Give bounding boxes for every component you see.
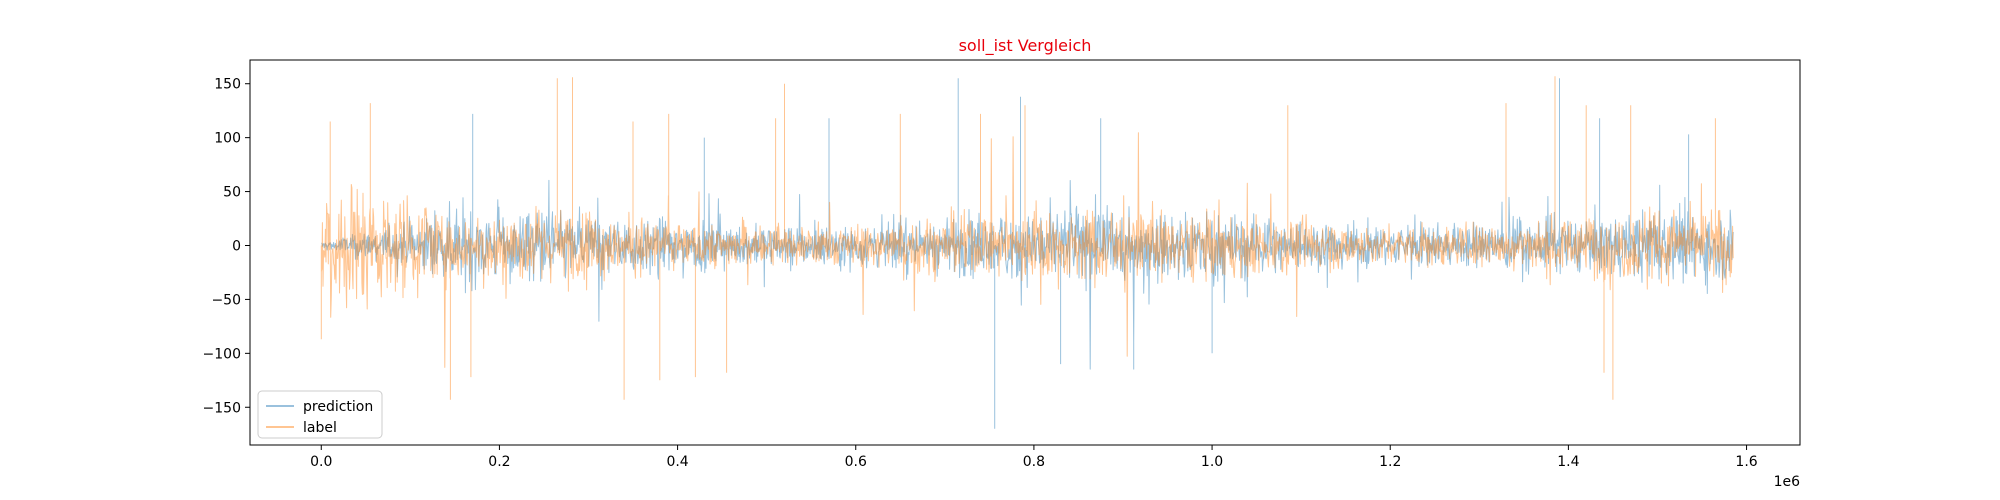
- x-tick-label: 0.4: [666, 454, 688, 470]
- x-axis: 0.0 0.2 0.4 0.6 0.8 1.0 1.2 1.4 1.6: [310, 445, 1758, 470]
- plot-frame: [249, 59, 1801, 446]
- y-axis: −150 −100 −50 0 50 100 150: [203, 77, 250, 416]
- x-tick-label: 0.2: [488, 454, 510, 470]
- x-tick-label: 0.0: [310, 454, 332, 470]
- y-tick-label: 50: [223, 185, 241, 201]
- series-layer: [320, 76, 1734, 429]
- series-prediction-line: [321, 78, 1734, 429]
- x-tick-label: 0.6: [845, 454, 867, 470]
- x-tick-label: 1.0: [1201, 454, 1223, 470]
- x-tick-label: 1.6: [1735, 454, 1757, 470]
- x-tick-label: 1.4: [1557, 454, 1579, 470]
- y-tick-label: −100: [203, 346, 241, 362]
- x-tick-label: 0.8: [1023, 454, 1045, 470]
- legend-label-label: label: [303, 420, 337, 436]
- legend-label-prediction: prediction: [303, 399, 373, 415]
- y-tick-label: −50: [211, 292, 241, 308]
- x-tick-label: 1.2: [1379, 454, 1401, 470]
- legend: prediction label: [257, 390, 383, 439]
- y-tick-label: −150: [203, 400, 241, 416]
- x-axis-offset-label: 1e6: [1774, 474, 1801, 490]
- y-tick-label: 0: [232, 238, 241, 254]
- series-label-line: [320, 76, 1734, 400]
- y-tick-label: 150: [214, 77, 241, 93]
- chart-title: soll_ist Vergleich: [959, 36, 1092, 56]
- y-tick-label: 100: [214, 131, 241, 147]
